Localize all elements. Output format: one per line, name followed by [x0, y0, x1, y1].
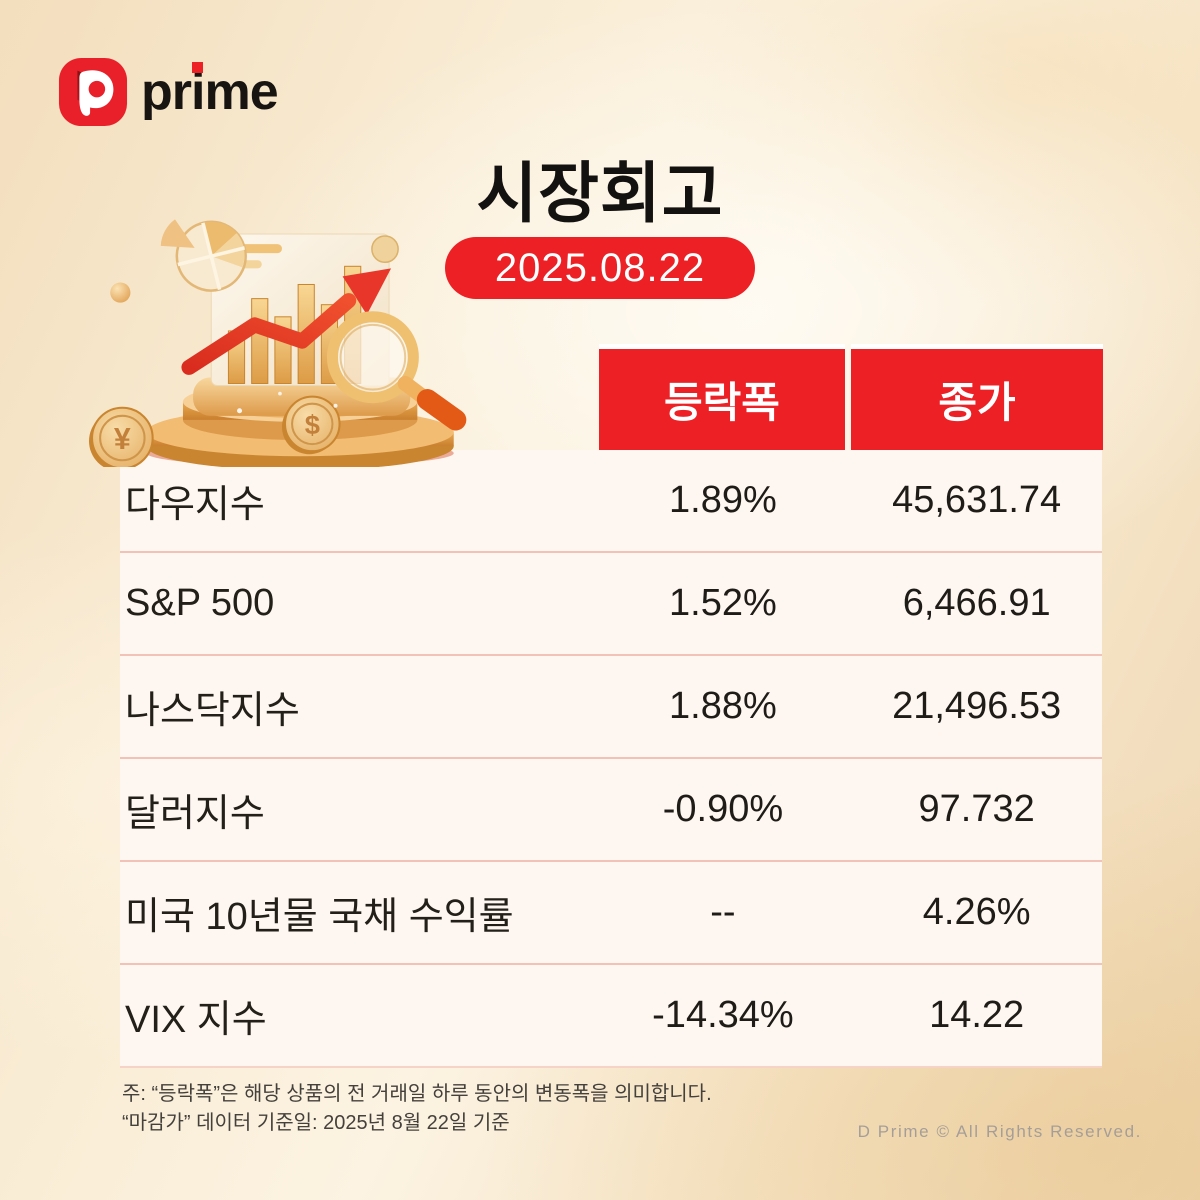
column-header-change: 등락폭 — [599, 344, 845, 450]
table-row: 다우지수 1.89% 45,631.74 — [120, 450, 1102, 553]
table-row: S&P 500 1.52% 6,466.91 — [120, 553, 1102, 656]
row-close: 21,496.53 — [892, 685, 1062, 727]
footnotes: 주: “등락폭”은 해당 상품의 전 거래일 하루 동안의 변동폭을 의미합니다… — [122, 1080, 712, 1138]
row-change: -14.34% — [652, 994, 794, 1036]
gold-sphere — [110, 282, 131, 303]
row-label: S&P 500 — [125, 582, 275, 624]
brand-wordmark-me: me — [204, 63, 278, 121]
svg-text:¥: ¥ — [114, 423, 131, 456]
brand-wordmark-i: i — [191, 57, 205, 127]
pie-chart-icon — [160, 219, 247, 292]
table-row: 미국 10년물 국채 수익률 -- 4.26% — [120, 862, 1102, 965]
row-label: 달러지수 — [125, 793, 265, 835]
table-row: VIX 지수 -14.34% 14.22 — [120, 965, 1102, 1068]
footnote-line-2: “마감가” 데이터 기준일: 2025년 8월 22일 기준 — [122, 1112, 510, 1134]
market-illustration: ¥ $ — [89, 219, 467, 467]
svg-text:$: $ — [305, 409, 320, 440]
row-label: VIX 지수 — [125, 999, 267, 1041]
row-close: 45,631.74 — [892, 479, 1062, 521]
coin-yen-icon: ¥ — [89, 406, 154, 467]
brand-wordmark-pr: pr — [141, 63, 192, 121]
brand-wordmark: prime — [141, 57, 279, 127]
row-change: -- — [710, 891, 736, 933]
sparkle — [237, 408, 243, 414]
table-row: 달러지수 -0.90% 97.732 — [120, 759, 1102, 862]
footnote-line-1: 주: “등락폭”은 해당 상품의 전 거래일 하루 동안의 변동폭을 의미합니다… — [122, 1083, 712, 1105]
row-close: 6,466.91 — [902, 582, 1051, 624]
copyright-text: D Prime © All Rights Reserved. — [857, 1122, 1142, 1141]
date-badge: 2025.08.22 — [445, 237, 755, 299]
row-label: 다우지수 — [125, 484, 265, 526]
podium — [146, 377, 454, 467]
brand-logo: prime — [58, 57, 279, 127]
d-prime-logo-icon — [58, 57, 128, 127]
row-change: 1.52% — [669, 582, 777, 624]
table-column-headers: 등락폭 종가 — [599, 344, 1103, 450]
row-change: -0.90% — [662, 788, 784, 830]
market-table: 다우지수 1.89% 45,631.74 S&P 500 1.52% 6,466… — [120, 450, 1102, 1068]
row-label: 미국 10년물 국채 수익률 — [125, 896, 514, 938]
row-change: 1.88% — [669, 685, 777, 727]
sparkle — [278, 391, 282, 396]
page-title: 시장회고 — [476, 156, 724, 230]
magnifier-icon — [326, 311, 467, 431]
row-close: 97.732 — [918, 788, 1035, 830]
column-header-close: 종가 — [851, 344, 1103, 450]
trend-arrow-icon — [181, 268, 392, 375]
row-close: 14.22 — [929, 994, 1025, 1036]
row-close: 4.26% — [922, 891, 1031, 933]
table-row: 나스닥지수 1.88% 21,496.53 — [120, 656, 1102, 759]
row-label: 나스닥지수 — [125, 690, 300, 732]
coin-dollar-icon: $ — [281, 395, 341, 455]
sparkle — [333, 403, 338, 408]
row-change: 1.89% — [669, 479, 777, 521]
